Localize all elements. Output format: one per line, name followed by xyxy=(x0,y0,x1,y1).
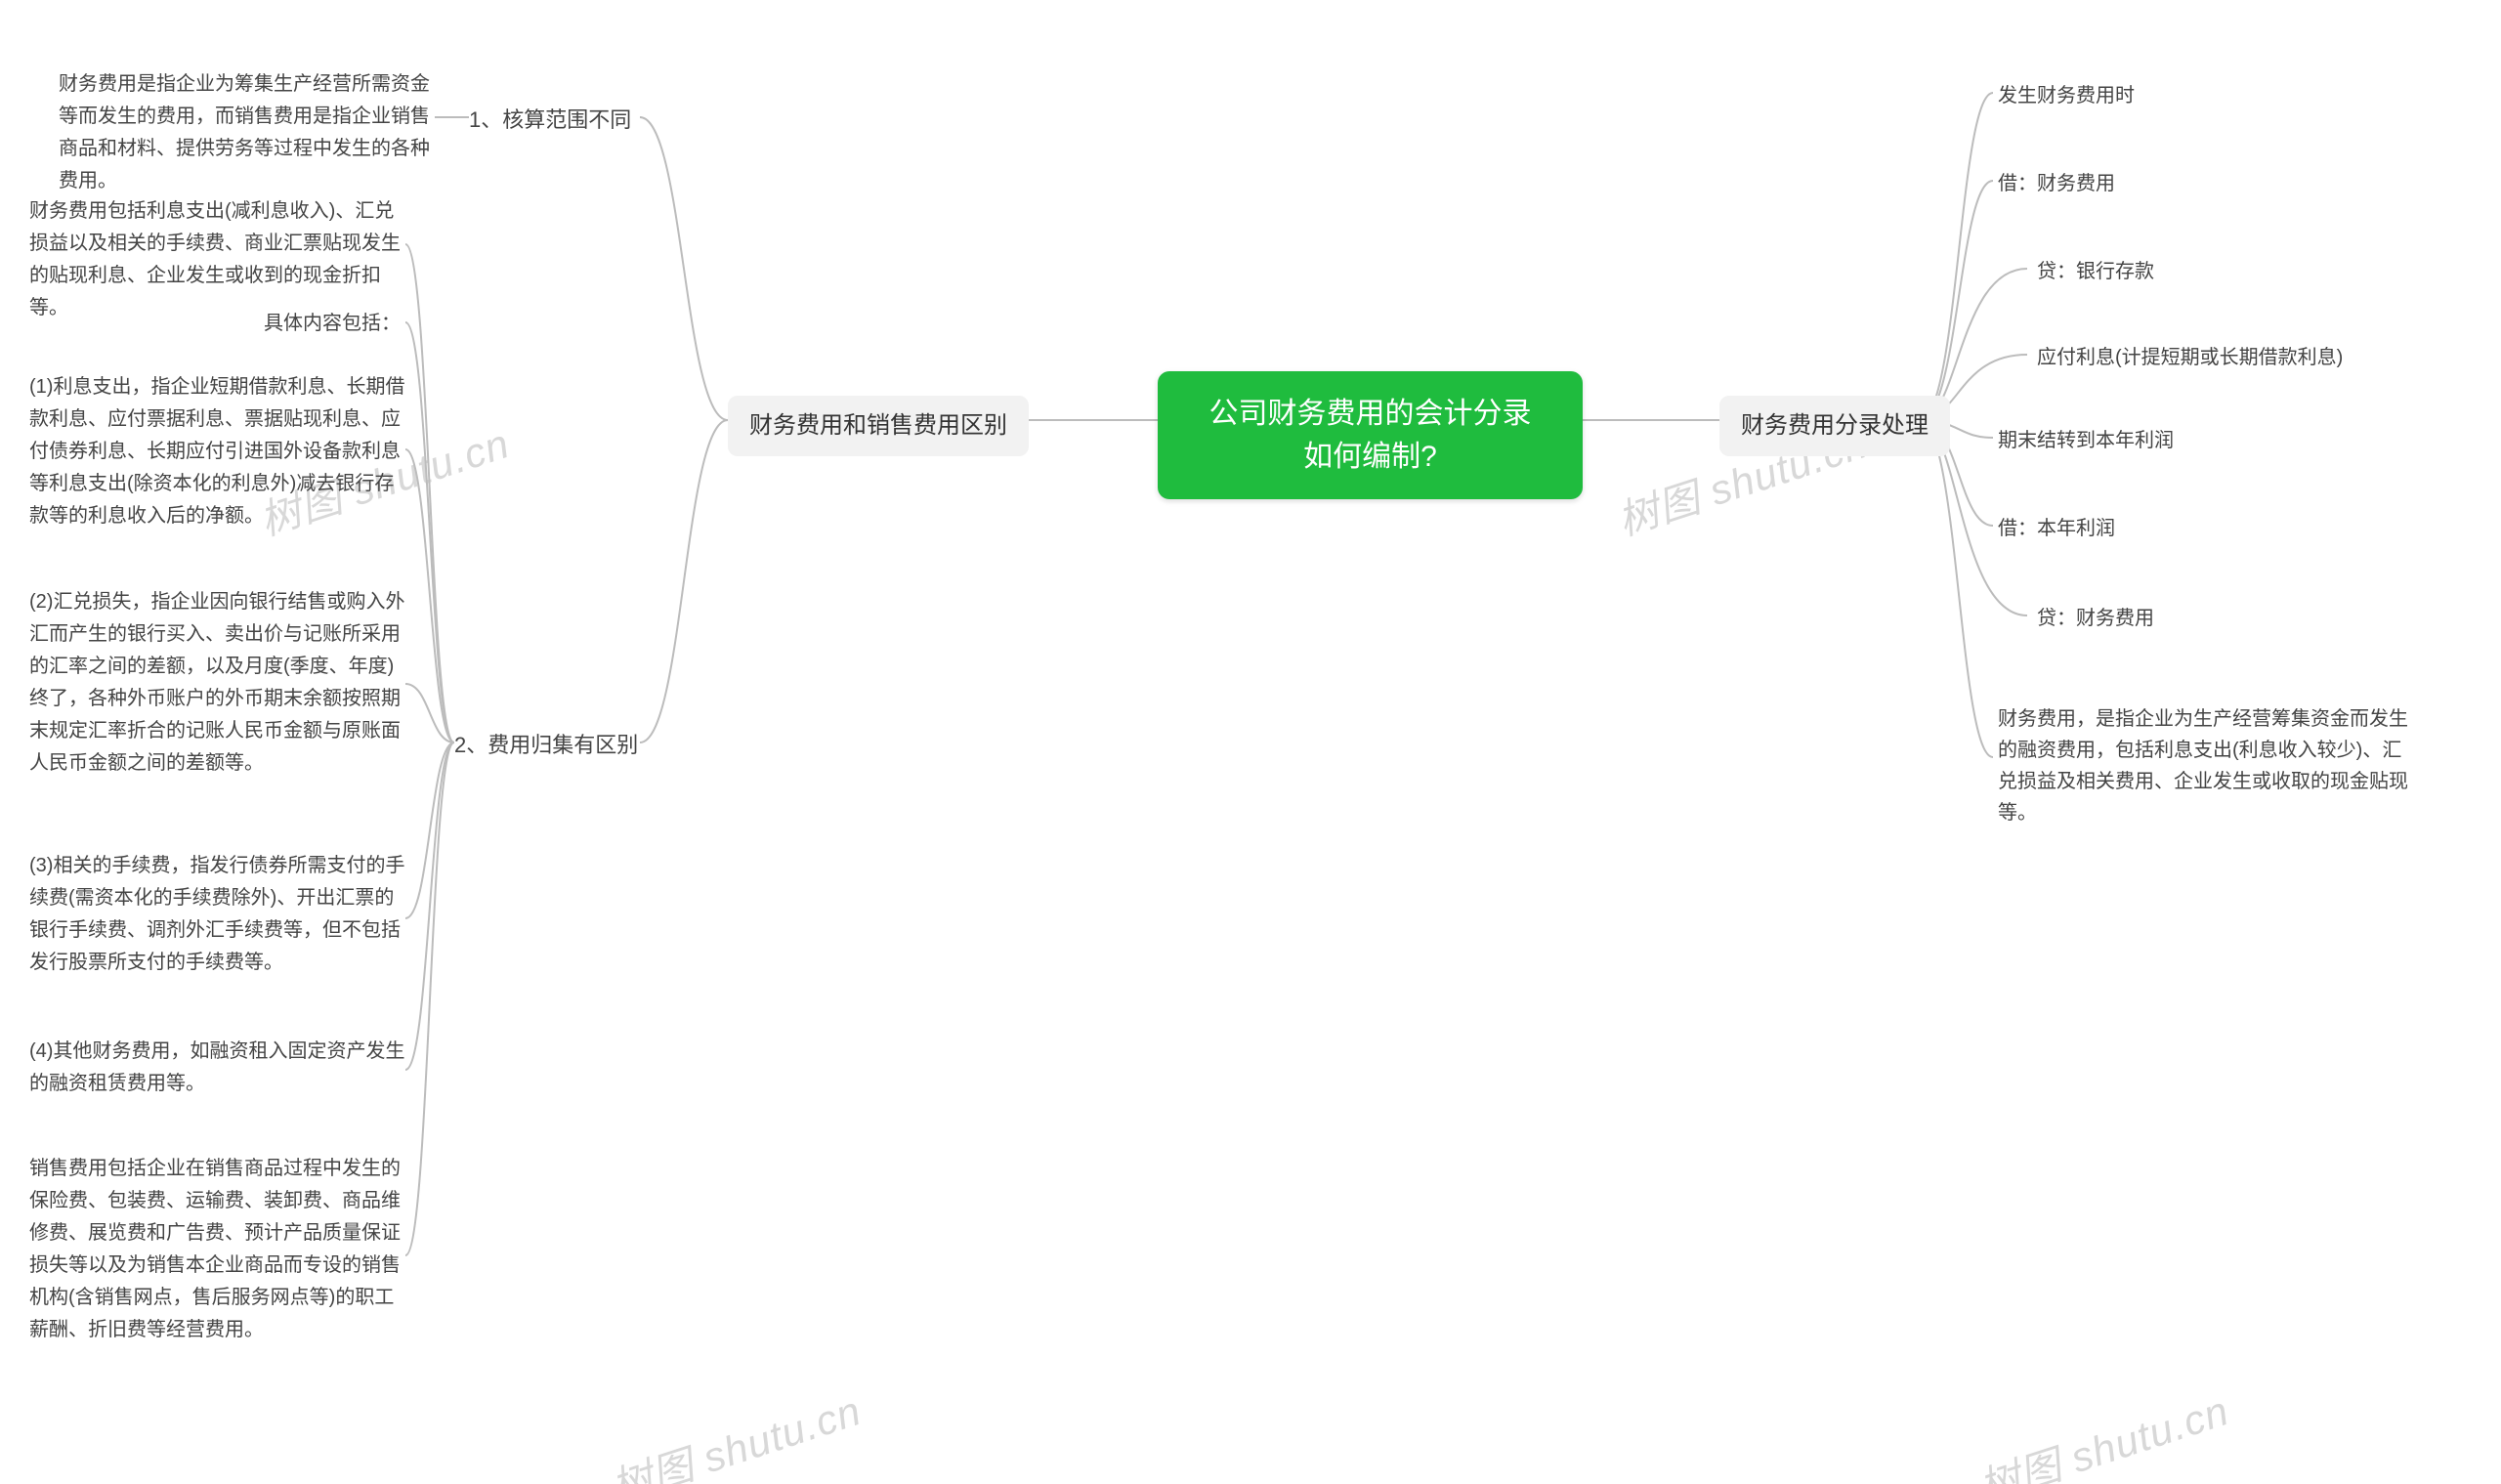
watermark: 树图 shutu.cn xyxy=(603,1378,868,1484)
right-item-2: 贷：银行存款 xyxy=(2037,256,2154,287)
left-sub1-leaf: 财务费用是指企业为筹集生产经营所需资金等而发生的费用，而销售费用是指企业销售商品… xyxy=(59,68,435,197)
left-sub2-leaf-0: 财务费用包括利息支出(减利息收入)、汇兑损益以及相关的手续费、商业汇票贴现发生的… xyxy=(29,195,405,324)
right-item-6: 贷：财务费用 xyxy=(2037,603,2154,634)
left-sub2-leaf-4: (3)相关的手续费，指发行债券所需支付的手续费(需资本化的手续费除外)、开出汇票… xyxy=(29,850,405,979)
left-sub2-leaf-5: (4)其他财务费用，如融资租入固定资产发生的融资租赁费用等。 xyxy=(29,1036,405,1100)
right-branch: 财务费用分录处理 xyxy=(1719,396,1950,456)
right-item-7: 财务费用，是指企业为生产经营筹集资金而发生的融资费用，包括利息支出(利息收入较少… xyxy=(1998,703,2418,828)
right-item-1: 借：财务费用 xyxy=(1998,168,2115,199)
root-line2: 如何编制? xyxy=(1303,441,1437,473)
left-sub2-leaf-1: 具体内容包括： xyxy=(264,308,401,340)
right-item-3: 应付利息(计提短期或长期借款利息) xyxy=(2037,342,2343,373)
right-item-4: 期末结转到本年利润 xyxy=(1998,425,2174,456)
left-sub2-leaf-2: (1)利息支出，指企业短期借款利息、长期借款利息、应付票据利息、票据贴现利息、应… xyxy=(29,371,405,532)
right-item-0: 发生财务费用时 xyxy=(1998,80,2135,111)
root-line1: 公司财务费用的会计分录 xyxy=(1209,398,1532,430)
right-item-5: 借：本年利润 xyxy=(1998,513,2115,544)
left-sub2: 2、费用归集有区别 xyxy=(454,728,638,762)
left-sub1: 1、核算范围不同 xyxy=(469,103,631,137)
root-node: 公司财务费用的会计分录 如何编制? xyxy=(1158,371,1583,499)
left-sub2-leaf-6: 销售费用包括企业在销售商品过程中发生的保险费、包装费、运输费、装卸费、商品维修费… xyxy=(29,1153,405,1346)
watermark: 树图 shutu.cn xyxy=(1971,1378,2235,1484)
left-branch: 财务费用和销售费用区别 xyxy=(728,396,1029,456)
left-sub2-leaf-3: (2)汇兑损失，指企业因向银行结售或购入外汇而产生的银行买入、卖出价与记账所采用… xyxy=(29,586,405,780)
